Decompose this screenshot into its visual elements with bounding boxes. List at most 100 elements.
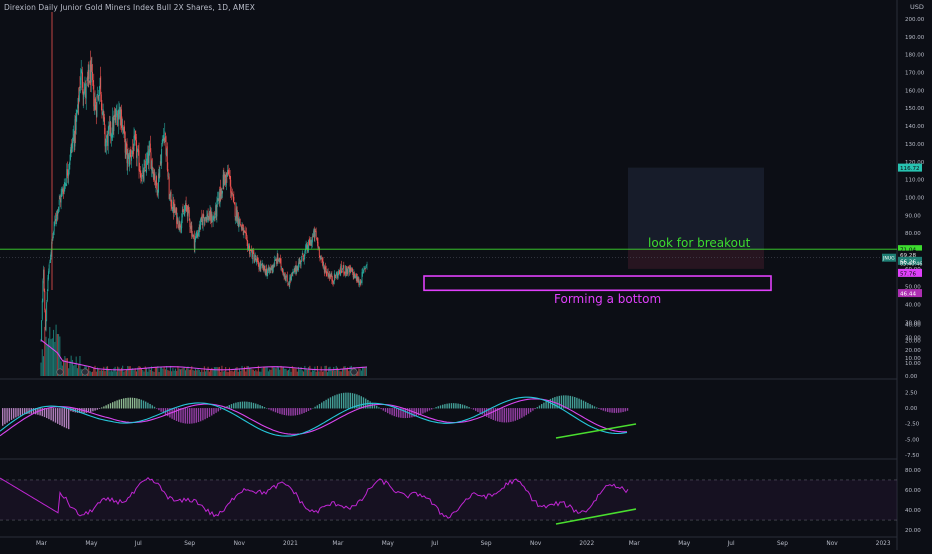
candle-body xyxy=(247,237,248,241)
volume-bar xyxy=(309,366,310,376)
volume-bar xyxy=(200,372,201,376)
candle-body xyxy=(264,266,265,270)
macd-histogram-bar xyxy=(510,408,511,422)
candle-body xyxy=(63,192,64,194)
x-tick-label: 2023 xyxy=(876,541,891,547)
macd-histogram-bar xyxy=(110,403,111,408)
macd-histogram-bar xyxy=(64,408,65,427)
volume-bar xyxy=(74,365,75,376)
macd-histogram-bar xyxy=(11,408,12,420)
volume-bar xyxy=(69,361,70,376)
volume-bar xyxy=(179,369,180,376)
candle-body xyxy=(56,219,57,221)
volume-bar xyxy=(327,372,328,376)
candle-body xyxy=(304,258,305,261)
candle-body xyxy=(201,216,202,220)
macd-histogram-bar xyxy=(620,408,621,412)
macd-histogram-bar xyxy=(396,408,397,417)
candle-body xyxy=(257,258,258,261)
volume-bar xyxy=(283,367,284,376)
macd-histogram-bar xyxy=(618,408,619,413)
macd-histogram-bar xyxy=(147,403,148,409)
volume-bar xyxy=(317,366,318,376)
macd-histogram-bar xyxy=(213,408,214,414)
candle-body xyxy=(231,191,232,194)
x-tick-label: 2022 xyxy=(579,541,594,547)
volume-bar xyxy=(48,338,49,376)
macd-histogram-bar xyxy=(66,408,67,428)
macd-histogram-bar xyxy=(99,408,100,409)
volume-bar xyxy=(219,367,220,376)
volume-bar xyxy=(171,371,172,376)
candle-body xyxy=(65,183,66,186)
candle-body xyxy=(68,169,69,176)
macd-tick-label: -2.50 xyxy=(905,422,920,428)
macd-histogram-bar xyxy=(211,408,212,415)
volume-bar xyxy=(328,367,329,376)
macd-histogram-bar xyxy=(114,401,115,408)
macd-histogram-bar xyxy=(152,405,153,408)
candle-body xyxy=(137,152,138,158)
candle-body xyxy=(243,225,244,235)
volume-tick-label: 20.00 xyxy=(905,348,921,354)
macd-histogram-bar xyxy=(323,401,324,408)
macd-histogram-bar xyxy=(193,408,194,423)
candle-body xyxy=(61,191,62,195)
volume-bar xyxy=(111,371,112,376)
candle-body xyxy=(341,265,342,271)
macd-histogram-bar xyxy=(528,408,529,414)
volume-bar xyxy=(228,372,229,376)
macd-histogram-bar xyxy=(105,405,106,408)
macd-histogram-bar xyxy=(581,400,582,409)
macd-histogram-bar xyxy=(297,408,298,415)
volume-bar xyxy=(108,370,109,376)
rsi-tick-label: 20.00 xyxy=(905,528,921,534)
volume-bar xyxy=(185,370,186,376)
candle-body xyxy=(94,103,95,110)
candle-body xyxy=(152,159,153,169)
volume-bar xyxy=(47,345,48,376)
macd-histogram-bar xyxy=(378,407,379,408)
macd-histogram-bar xyxy=(119,400,120,409)
volume-tick-label: 0.00 xyxy=(905,374,918,380)
candle-body xyxy=(67,169,68,176)
volume-bar xyxy=(162,369,163,376)
candle-body xyxy=(238,212,239,224)
volume-bar xyxy=(100,371,101,376)
macd-histogram-bar xyxy=(567,396,568,409)
macd-histogram-bar xyxy=(574,397,575,408)
candle-body xyxy=(84,89,85,93)
volume-bar xyxy=(110,371,111,376)
candle-body xyxy=(108,130,109,146)
macd-histogram-bar xyxy=(389,408,390,414)
candle-body xyxy=(152,170,153,171)
candle-body xyxy=(323,266,324,267)
macd-histogram-bar xyxy=(2,408,3,426)
candle-body xyxy=(77,110,78,112)
macd-histogram-bar xyxy=(616,408,617,413)
volume-bar xyxy=(93,367,94,376)
candle-body xyxy=(79,86,80,89)
price-tick-label: 160.00 xyxy=(905,88,925,94)
volume-bar xyxy=(338,370,339,376)
macd-histogram-bar xyxy=(477,408,478,412)
candle-body xyxy=(246,233,247,236)
volume-bar xyxy=(274,368,275,376)
volume-bar xyxy=(216,367,217,376)
volume-bar xyxy=(91,372,92,376)
candle-body xyxy=(44,291,45,310)
volume-bar xyxy=(165,369,166,376)
candle-body xyxy=(301,261,302,265)
candle-body xyxy=(161,149,162,163)
candle-body xyxy=(132,151,133,155)
volume-bar xyxy=(329,367,330,376)
macd-histogram-bar xyxy=(532,408,533,411)
macd-histogram-bar xyxy=(97,408,98,410)
macd-histogram-bar xyxy=(279,408,280,414)
volume-bar xyxy=(194,371,195,376)
macd-histogram-bar xyxy=(385,408,386,412)
macd-histogram-bar xyxy=(598,408,599,409)
volume-bar xyxy=(279,370,280,376)
